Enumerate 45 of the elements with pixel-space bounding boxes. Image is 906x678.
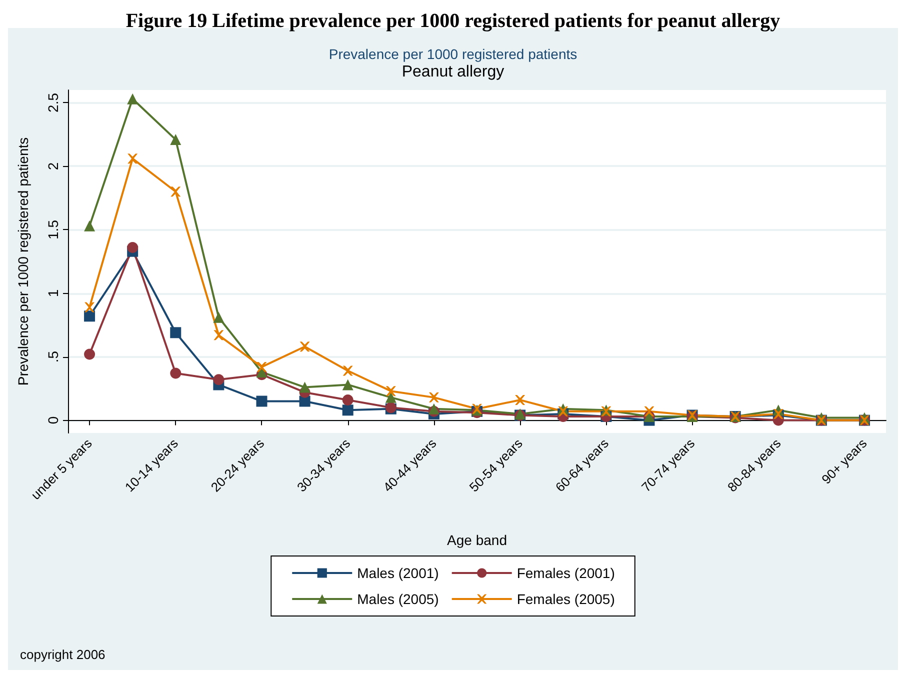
- point: [428, 403, 440, 414]
- y-tick-label: 2: [45, 162, 61, 170]
- chart-title: Figure 19 Lifetime prevalence per 1000 registered patients for peanut allergy: [126, 10, 780, 32]
- point: [213, 374, 224, 386]
- point: [644, 406, 654, 416]
- point: [127, 242, 138, 254]
- point: [84, 310, 96, 322]
- point: [84, 348, 96, 360]
- point: [256, 362, 267, 372]
- legend-label: Females (2001): [516, 565, 615, 581]
- chart-subtitle: Prevalence per 1000 registered patients: [328, 46, 578, 62]
- point: [342, 404, 354, 416]
- legend-label: Males (2005): [357, 591, 439, 607]
- y-tick-label: 2.5: [45, 92, 61, 112]
- point: [213, 312, 224, 323]
- point: [342, 379, 354, 390]
- legend-label: Males (2001): [357, 565, 439, 581]
- point: [170, 327, 182, 338]
- point: [170, 368, 182, 379]
- legend-label: Females (2005): [516, 591, 615, 607]
- point: [170, 134, 182, 146]
- point: [385, 392, 396, 403]
- y-tick-label: 1.5: [45, 220, 61, 240]
- y-tick-label: 0: [45, 416, 61, 424]
- text: Peanut allergy: [402, 64, 504, 80]
- point: [386, 386, 396, 396]
- y-axis-title: Prevalence per 1000 registered patients: [15, 137, 31, 386]
- point: [342, 394, 354, 406]
- text: copyright 2006: [20, 647, 106, 662]
- point: [299, 382, 310, 393]
- point: [428, 392, 439, 402]
- y-tick-label: 1: [45, 289, 61, 298]
- point: [256, 396, 268, 407]
- point: [515, 394, 526, 405]
- point: [84, 302, 95, 312]
- point: [128, 154, 138, 164]
- point: [170, 186, 181, 197]
- y-tick-label: .5: [45, 350, 61, 363]
- point: [84, 220, 96, 232]
- point: [214, 330, 224, 340]
- point: [558, 406, 568, 416]
- point: [127, 93, 138, 104]
- point: [342, 366, 353, 376]
- x-axis-title: Age band: [447, 532, 507, 548]
- point: [300, 342, 310, 352]
